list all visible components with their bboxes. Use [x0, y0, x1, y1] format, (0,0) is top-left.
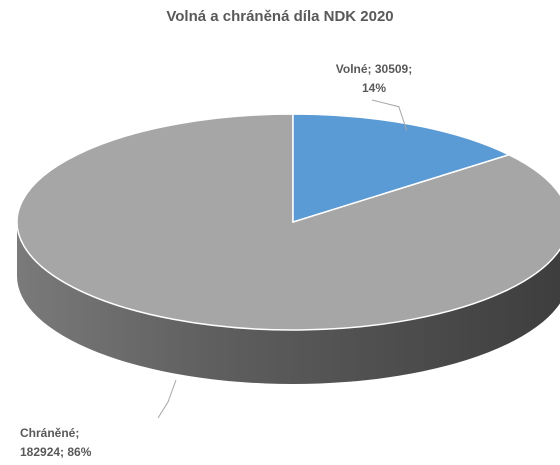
data-label-protected-line1: Chráněné; [20, 426, 80, 440]
leader-line-protected [157, 379, 177, 419]
pie-slice-protected [16, 113, 560, 331]
data-label-free-line1: Volné; 30509; [335, 62, 413, 76]
data-label-protected-line2: 182924; 86% [20, 445, 92, 459]
data-label-free: Volné; 30509; 14% [318, 60, 430, 98]
pie-side-band [17, 222, 560, 384]
data-label-free-line2: 14% [361, 81, 387, 95]
data-label-protected: Chráněné; 182924; 86% [20, 424, 140, 462]
leader-line-free [371, 99, 408, 131]
chart-title: Volná a chráněná díla NDK 2020 [166, 8, 394, 25]
pie-slice-free [292, 113, 511, 224]
